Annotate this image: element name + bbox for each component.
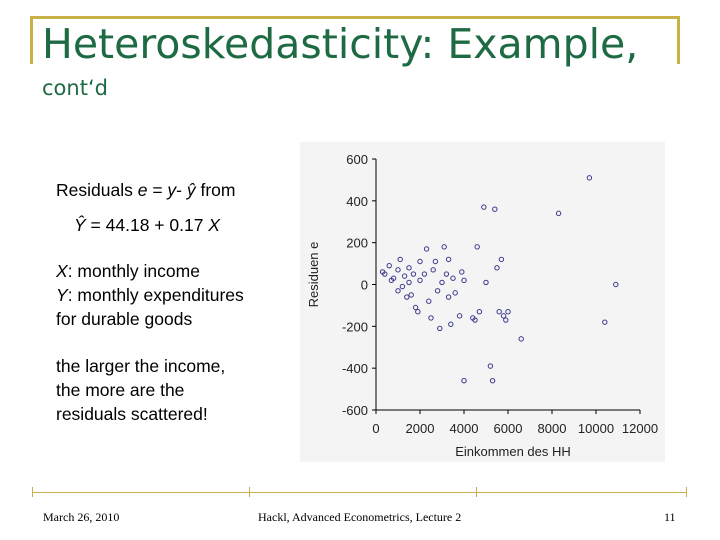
data-point — [412, 304, 419, 311]
data-point — [406, 279, 412, 286]
footer-rule — [32, 492, 687, 493]
data-point — [404, 294, 410, 300]
data-point — [586, 175, 593, 181]
data-point — [434, 288, 441, 294]
x-tick-label: 6000 — [494, 421, 523, 436]
data-point — [476, 308, 483, 315]
y-tick-label: -200 — [342, 319, 368, 334]
data-point — [406, 265, 412, 271]
x-tick-label: 12000 — [622, 421, 658, 436]
title-frame-top — [30, 16, 680, 19]
data-point — [382, 271, 388, 277]
data-point — [496, 308, 502, 315]
data-point — [481, 204, 487, 210]
data-point — [441, 244, 447, 250]
data-point — [487, 363, 494, 369]
data-point — [432, 258, 439, 265]
y-axis-label: Residuen e — [306, 242, 321, 308]
footer-tick-right — [686, 487, 687, 497]
footer-tick-mid-left — [249, 487, 250, 497]
data-point — [439, 279, 445, 286]
data-point — [494, 265, 500, 271]
data-point — [505, 308, 511, 315]
data-point — [472, 317, 478, 323]
data-point — [518, 336, 524, 342]
conclusion-line-2: the more are the — [56, 380, 185, 400]
conclusion-line-3: residuals scattered! — [56, 404, 208, 424]
footer-course: Hackl, Advanced Econometrics, Lecture 2 — [258, 510, 462, 524]
data-point — [430, 267, 436, 273]
conclusion-line-1: the larger the income, — [56, 356, 226, 376]
data-point — [555, 210, 562, 217]
data-point — [500, 313, 507, 319]
chart-points — [379, 175, 619, 384]
x-variable-description: X: monthly income — [56, 261, 200, 281]
data-point — [417, 258, 423, 265]
y-variable-description-cont: for durable goods — [56, 309, 193, 329]
data-point — [401, 273, 408, 279]
footer-tick-left — [32, 487, 33, 497]
page-subtitle: cont‘d — [42, 76, 108, 100]
chart-background — [300, 142, 665, 462]
data-point — [437, 325, 443, 332]
data-point — [417, 277, 423, 284]
data-point — [415, 308, 421, 315]
data-point — [399, 283, 406, 290]
y-tick-label: -400 — [342, 361, 368, 376]
y-variable-description: Y: monthly expenditures — [56, 285, 244, 305]
data-point — [602, 319, 608, 325]
data-point — [443, 271, 450, 277]
x-tick-label: 2000 — [406, 421, 435, 436]
data-point — [459, 269, 465, 275]
footer-tick-mid-right — [476, 487, 477, 497]
data-point — [452, 290, 458, 296]
data-point — [503, 317, 509, 323]
data-point — [483, 279, 489, 286]
data-point — [426, 298, 432, 304]
data-point — [445, 256, 452, 263]
y-tick-label: 600 — [346, 152, 368, 167]
data-point — [428, 315, 434, 321]
data-point — [445, 294, 452, 300]
footer-page-number: 11 — [664, 510, 676, 524]
data-point — [461, 277, 467, 284]
x-tick-label: 4000 — [450, 421, 479, 436]
x-tick-label: 0 — [372, 421, 379, 436]
y-tick-label: -600 — [342, 403, 368, 418]
data-point — [613, 281, 619, 288]
data-point — [498, 256, 505, 263]
data-point — [456, 313, 463, 319]
data-point — [450, 275, 456, 281]
x-tick-label: 10000 — [578, 421, 614, 436]
data-point — [386, 262, 392, 269]
footer-date: March 26, 2010 — [43, 510, 120, 524]
data-point — [410, 271, 417, 277]
x-axis-label: Einkommen des HH — [455, 444, 571, 459]
x-tick-label: 8000 — [538, 421, 567, 436]
data-point — [395, 288, 401, 294]
data-point — [421, 271, 428, 277]
data-point — [492, 206, 498, 212]
data-point — [423, 246, 430, 252]
data-point — [489, 378, 496, 384]
fitted-equation: Ŷ = 44.18 + 0.17 X — [74, 215, 220, 235]
title-frame-left — [30, 16, 33, 64]
residuals-definition: Residuals e = y- ŷ from — [56, 180, 236, 200]
page-title: Heteroskedasticity: Example, — [42, 20, 639, 68]
data-point — [397, 256, 403, 263]
y-tick-label: 0 — [361, 278, 368, 293]
data-point — [390, 275, 397, 281]
data-point — [461, 378, 467, 384]
data-point — [408, 292, 414, 298]
data-point — [395, 267, 401, 273]
title-frame-right — [677, 16, 680, 64]
data-point — [448, 321, 454, 327]
y-tick-label: 200 — [346, 236, 368, 251]
data-point — [474, 244, 480, 250]
y-tick-label: 400 — [346, 194, 368, 209]
